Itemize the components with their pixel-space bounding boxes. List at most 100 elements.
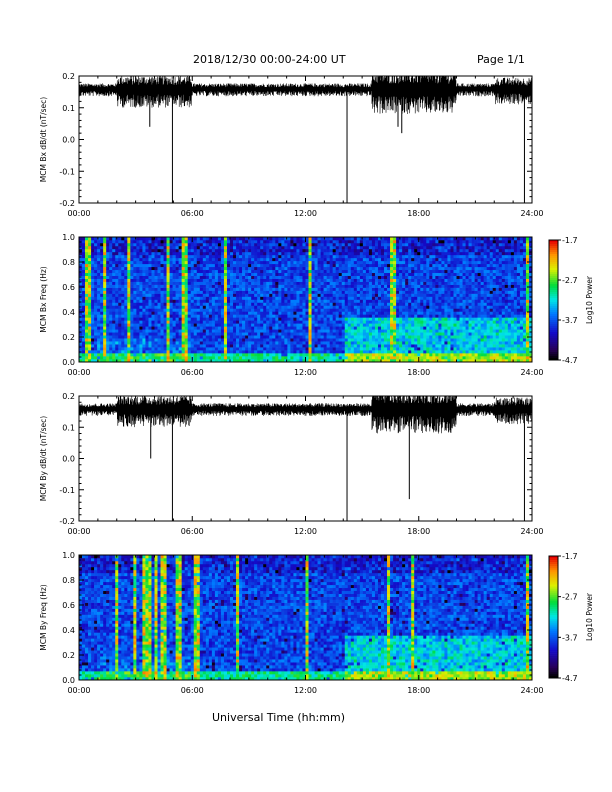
heatmap-cell [296, 251, 300, 256]
heatmap-cell [112, 284, 116, 288]
heatmap-cell [344, 287, 349, 291]
heatmap-cell [91, 296, 95, 300]
heatmap-cell [145, 350, 149, 354]
heatmap-cell [290, 320, 294, 324]
heatmap-cell [362, 275, 367, 279]
heatmap-cell [236, 356, 240, 360]
heatmap-cell [384, 266, 388, 271]
heatmap-cell [338, 266, 343, 271]
heatmap-cell [371, 296, 376, 300]
heatmap-cell [242, 239, 246, 244]
heatmap-cell [257, 338, 261, 342]
heatmap-cell [356, 237, 361, 241]
heatmap-cell [115, 248, 119, 253]
heatmap-cell [145, 260, 149, 265]
heatmap-cell [151, 302, 155, 306]
heatmap-cell [329, 335, 333, 339]
heatmap-cell [329, 242, 333, 247]
heatmap-cell [178, 356, 182, 360]
heatmap-cell [353, 293, 358, 297]
heatmap-cell [320, 314, 324, 318]
heatmap-cell [359, 314, 364, 318]
heatmap-cell [220, 299, 225, 303]
heatmap-cell [381, 251, 385, 256]
heatmap-cell [236, 275, 240, 279]
heatmap-cell [91, 320, 95, 324]
heatmap-cell [381, 239, 385, 244]
heatmap-cell [139, 320, 143, 324]
heatmap-cell [118, 347, 122, 351]
heatmap-cell [344, 266, 349, 271]
heatmap-cell [396, 257, 400, 262]
heatmap-cell [341, 293, 346, 297]
heatmap-cell [296, 237, 300, 241]
heatmap-cell [248, 359, 252, 363]
heatmap-cell [417, 335, 421, 339]
heatmap-cell [293, 284, 297, 288]
heatmap-cell [263, 257, 267, 262]
heatmap-cell [85, 305, 89, 309]
heatmap-cell [223, 278, 228, 282]
heatmap-cell [223, 293, 228, 297]
heatmap-cell [344, 245, 349, 250]
heatmap-cell [163, 284, 167, 288]
heatmap-cell [402, 302, 406, 306]
heatmap-cell [220, 326, 225, 330]
heatmap-cell [287, 269, 291, 274]
heatmap-cell [184, 248, 189, 253]
heatmap-cell [118, 332, 122, 336]
heatmap-cell [184, 311, 189, 315]
heatmap-cell [202, 269, 207, 274]
heatmap-cell [217, 269, 222, 274]
heatmap-cell [323, 287, 327, 291]
heatmap-cell [305, 320, 309, 324]
heatmap-cell [335, 341, 340, 345]
heatmap-cell [260, 296, 264, 300]
heatmap-cell [254, 356, 258, 360]
heatmap-cell [305, 254, 309, 259]
heatmap-cell [284, 272, 288, 276]
heatmap-cell [365, 338, 370, 342]
heatmap-cell [187, 332, 192, 336]
heatmap-cell [347, 251, 352, 256]
heatmap-cell [281, 251, 285, 256]
heatmap-cell [426, 359, 430, 363]
heatmap-cell [377, 311, 382, 315]
heatmap-cell [377, 248, 382, 253]
heatmap-cell [341, 326, 346, 330]
heatmap-cell [254, 278, 258, 282]
heatmap-cell [278, 296, 282, 300]
heatmap-cell [239, 359, 243, 363]
heatmap-cell [142, 317, 146, 321]
heatmap-cell [233, 245, 237, 250]
heatmap-cell [338, 308, 343, 312]
heatmap-cell [411, 281, 415, 285]
heatmap-cell [326, 239, 330, 244]
heatmap-cell [338, 344, 343, 348]
heatmap-cell [103, 272, 107, 276]
heatmap-cell [368, 338, 373, 342]
heatmap-cell [344, 254, 349, 259]
heatmap-cell [230, 359, 234, 363]
heatmap-cell [184, 257, 189, 262]
heatmap-cell [166, 248, 170, 253]
heatmap-cell [326, 311, 330, 315]
heatmap-cell [314, 281, 318, 285]
heatmap-cell [223, 263, 228, 268]
heatmap-cell [405, 314, 409, 318]
heatmap-cell [305, 257, 309, 262]
heatmap-cell [245, 359, 249, 363]
heatmap-cell [121, 332, 125, 336]
heatmap-cell [190, 305, 195, 309]
heatmap-cell [396, 251, 400, 256]
heatmap-cell [417, 332, 421, 336]
heatmap-cell [172, 242, 176, 247]
heatmap-cell [293, 237, 297, 241]
heatmap-cell [254, 257, 258, 262]
heatmap-cell [154, 323, 158, 327]
heatmap-cell [411, 275, 415, 279]
heatmap-cell [187, 311, 192, 315]
heatmap-cell [308, 281, 312, 285]
heatmap-cell [199, 296, 204, 300]
heatmap-cell [326, 284, 330, 288]
